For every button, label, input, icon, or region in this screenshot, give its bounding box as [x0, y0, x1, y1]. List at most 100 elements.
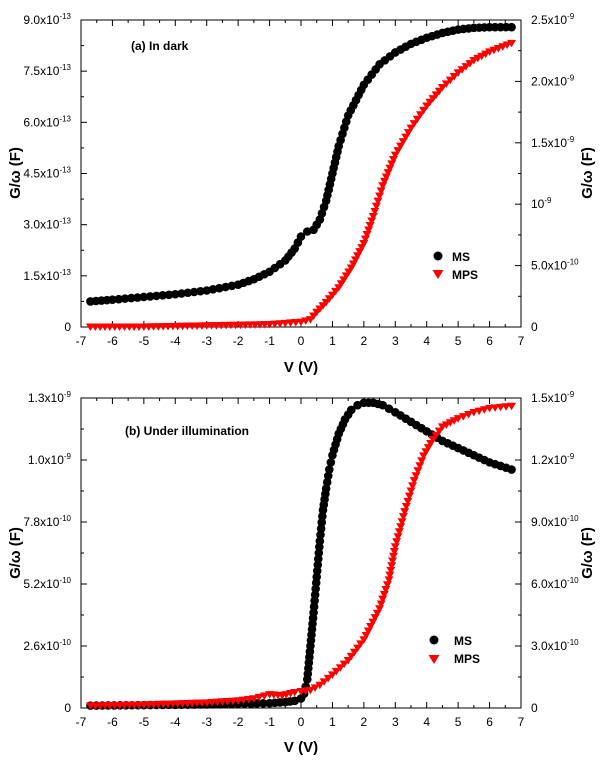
series-ms-b-point: [323, 471, 333, 481]
series-mps-b-point: [389, 548, 399, 556]
series-mps-b-point: [259, 692, 269, 700]
x-axis-label-b: V (V): [284, 739, 318, 756]
y-right-tick-label: 3.0x10-10: [531, 638, 579, 653]
series-mps-b-point: [507, 402, 517, 411]
series-ms-a-point: [164, 290, 174, 300]
series-mps-a-point: [373, 197, 383, 206]
x-tick-label: -6: [107, 715, 118, 729]
series-mps-b-point: [378, 595, 388, 604]
y-right-tick-label: 10-9: [531, 196, 552, 211]
series-ms-b-point: [317, 518, 327, 527]
y-left-tick-label: 4.5x10-13: [23, 166, 71, 181]
series-mps-a-point: [360, 235, 370, 243]
series-mps-a-point: [368, 212, 378, 221]
x-tick-label: -3: [201, 334, 212, 348]
y-left-tick-label: 9.0x10-13: [23, 12, 71, 27]
x-tick-label: -2: [233, 715, 244, 729]
y-right-tick-label: 5.0x10-10: [531, 258, 579, 273]
series-mps-a-point: [419, 106, 429, 115]
y-left-tick-label: 3.0x10-13: [23, 217, 71, 232]
series-mps-b-point: [323, 674, 333, 683]
series-mps-a-point: [507, 39, 517, 48]
series-mps-b-point: [392, 538, 402, 546]
y-axis-label-right-a: G/ω (F): [579, 147, 596, 199]
y-left-tick-label: 7.5x10-13: [23, 63, 71, 78]
series-mps-a-point: [457, 66, 467, 74]
x-tick-label: 3: [392, 334, 399, 348]
series-mps-a-point: [453, 69, 463, 77]
x-tick-label: -5: [139, 334, 150, 348]
chart-annotation-b: (b) Under illumination: [125, 424, 249, 438]
x-tick-label: 7: [518, 334, 525, 348]
legend-label-ms-a: MS: [452, 250, 470, 264]
series-ms-a-point: [145, 292, 155, 301]
y-left-tick-label: 5.2x10-10: [23, 576, 71, 591]
series-mps-b-point: [490, 404, 500, 412]
ticks-a: -7 -6 -5 -4 -3 -2 -1 0 1 2 3 4 5 6 701.5x10-133.0x10-1…: [23, 12, 579, 348]
series-mps-b-point: [386, 566, 396, 575]
series-mps-b-point: [390, 543, 400, 551]
series-mps-b-point: [408, 482, 418, 490]
x-tick-label: -6: [107, 334, 118, 348]
chart-panel-a: (a) In dark V (V) G/ω (F) G/ω (F) -7 -6 -5…: [7, 12, 596, 376]
x-axis-label-a: V (V): [284, 359, 318, 376]
series-mps-b-point: [388, 557, 398, 565]
series-mps-a-point: [415, 111, 425, 119]
x-tick-label: -2: [233, 334, 244, 348]
series-mps-b-point: [339, 660, 349, 669]
series-mps-a-point: [412, 115, 422, 124]
x-tick-label: 1: [329, 334, 336, 348]
series-ms-b-point: [318, 511, 327, 521]
series-mps-b-point: [233, 697, 243, 705]
series-mps-a-point: [449, 72, 459, 81]
series-mps-b-point: [327, 671, 337, 679]
series-mps-b-point: [382, 581, 392, 589]
legend-marker-ms-a: [433, 251, 443, 261]
y-right-tick-label: 1.5x10-9: [531, 135, 575, 150]
series-mps-a-point: [359, 239, 369, 248]
y-right-tick-label: 0: [531, 701, 538, 715]
series-ms-a-point: [507, 22, 516, 32]
series-ms-a-point: [177, 289, 186, 298]
series-ms-b-point: [384, 404, 394, 414]
x-tick-label: 4: [423, 334, 430, 348]
y-right-tick-label: 2.0x10-9: [531, 73, 575, 88]
y-left-tick-label: 7.8x10-10: [23, 514, 71, 529]
series-ms-a-point: [189, 287, 199, 297]
series-ms-a-point: [152, 291, 161, 301]
legend-label-mps-b: MPS: [454, 652, 480, 666]
legend-label-mps-a: MPS: [452, 268, 478, 282]
x-tick-label: -3: [201, 715, 212, 729]
x-tick-label: -5: [139, 715, 150, 729]
series-mps-b-point: [401, 503, 411, 511]
series-ms-b-point: [326, 458, 336, 467]
series-ms-a-point: [296, 232, 306, 241]
series-mps-b-point: [400, 508, 410, 516]
series-ms-b-point: [346, 405, 356, 415]
series-ms-a-point: [133, 293, 142, 302]
series-mps-b-point: [403, 497, 413, 506]
series-ms-a-point: [183, 288, 193, 298]
y-right-tick-label: 1.2x10-9: [531, 452, 575, 467]
series-mps-b-point: [393, 533, 403, 541]
series-ms-a-point: [114, 294, 124, 304]
series-mps-b-point: [310, 684, 320, 692]
series-ms-b-point: [322, 477, 332, 487]
x-tick-label: -7: [76, 334, 87, 348]
series-mps-b-point: [244, 695, 254, 704]
series-mps-b-point: [379, 590, 389, 599]
x-tick-label: 6: [486, 715, 493, 729]
series-mps-a-point: [370, 207, 380, 216]
y-axis-label-right-b: G/ω (F): [579, 527, 596, 579]
legend-marker-mps-b: [428, 655, 440, 664]
series-mps-b-point: [396, 523, 406, 531]
y-left-tick-label: 1.3x10-9: [28, 390, 72, 405]
series-mps-b-point: [305, 686, 315, 695]
x-tick-label: -1: [264, 334, 275, 348]
series-mps-b-point: [479, 406, 489, 414]
series-mps-b-point: [485, 404, 495, 413]
series-mps-b-point: [501, 403, 511, 411]
y-left-tick-label: 1.5x10-13: [23, 268, 71, 283]
x-tick-label: -1: [264, 715, 275, 729]
